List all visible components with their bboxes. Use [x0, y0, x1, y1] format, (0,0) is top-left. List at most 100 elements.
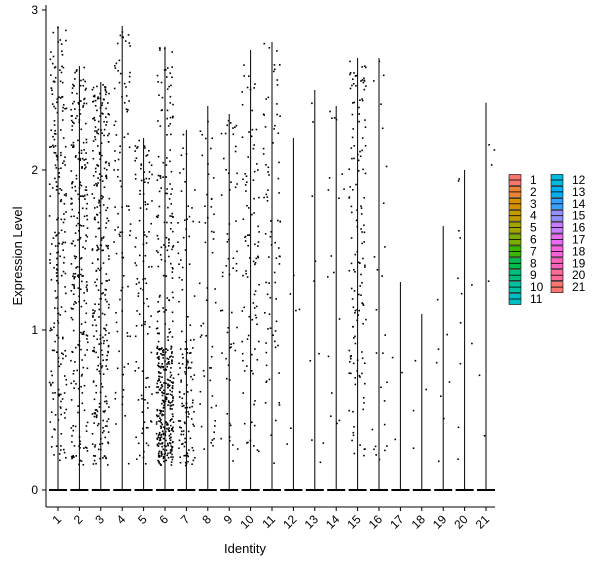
data-point — [171, 453, 173, 456]
data-point — [362, 257, 364, 260]
data-point — [84, 247, 86, 250]
data-point — [159, 439, 162, 441]
data-point — [172, 426, 174, 429]
data-point — [145, 282, 148, 284]
data-point — [63, 451, 66, 454]
data-point — [105, 273, 108, 275]
data-point — [158, 455, 161, 458]
data-point — [140, 179, 143, 182]
data-point — [212, 177, 215, 179]
data-point — [171, 351, 173, 353]
data-point — [203, 375, 206, 377]
data-point — [124, 415, 126, 417]
data-point — [94, 446, 96, 448]
x-tick-label: 6 — [156, 512, 171, 527]
data-point — [92, 381, 95, 383]
data-point — [54, 133, 57, 135]
data-point — [202, 322, 205, 325]
data-point — [166, 249, 169, 252]
data-point — [96, 85, 98, 88]
data-point — [187, 391, 189, 393]
data-point — [348, 409, 350, 412]
data-point — [146, 402, 149, 404]
data-point — [341, 173, 344, 175]
data-point — [327, 189, 330, 191]
data-point — [170, 193, 172, 195]
data-point — [172, 216, 174, 218]
data-point — [338, 419, 341, 422]
data-point — [254, 83, 256, 85]
data-point — [161, 413, 163, 415]
data-point — [169, 451, 172, 454]
data-point — [311, 195, 314, 197]
data-point — [157, 391, 159, 394]
data-point — [213, 431, 215, 433]
data-point — [79, 440, 81, 443]
data-point — [53, 105, 55, 108]
data-point — [351, 211, 353, 214]
data-point — [135, 325, 138, 327]
data-point — [361, 282, 363, 284]
data-point — [170, 456, 172, 458]
data-point — [50, 384, 52, 387]
data-point — [172, 404, 175, 406]
data-point — [102, 427, 104, 429]
data-point — [274, 330, 277, 332]
data-point — [253, 212, 255, 214]
data-point — [62, 119, 64, 121]
data-point — [241, 91, 243, 93]
data-point — [104, 294, 106, 296]
data-point — [83, 409, 86, 412]
data-point — [81, 157, 84, 160]
data-point — [108, 132, 110, 135]
data-point — [146, 154, 149, 156]
data-point — [80, 305, 83, 308]
data-point — [170, 170, 173, 173]
data-point — [49, 327, 52, 330]
data-point — [244, 236, 246, 239]
data-point — [199, 403, 201, 405]
data-point — [162, 366, 164, 369]
data-point — [81, 359, 83, 361]
data-point — [97, 289, 100, 291]
data-point — [168, 401, 170, 403]
data-point — [161, 399, 164, 402]
data-point — [184, 249, 187, 251]
data-point — [64, 107, 66, 110]
data-point — [373, 256, 376, 258]
legend-label-3: 3 — [530, 197, 537, 211]
data-point — [256, 163, 258, 165]
data-point — [99, 443, 101, 446]
data-point — [172, 246, 174, 248]
data-point — [162, 457, 165, 460]
data-point — [107, 431, 110, 433]
data-point — [166, 88, 169, 90]
data-point — [60, 229, 63, 232]
data-point — [71, 457, 73, 460]
data-point — [56, 334, 58, 337]
data-point — [147, 203, 149, 205]
data-point — [172, 296, 174, 299]
data-point — [70, 290, 73, 292]
data-point — [160, 436, 163, 438]
data-point — [72, 293, 75, 295]
data-point — [145, 242, 148, 244]
data-point — [251, 213, 253, 216]
data-point — [193, 338, 195, 341]
data-point — [159, 366, 162, 369]
data-point — [167, 393, 169, 395]
data-point — [183, 454, 185, 457]
data-point — [101, 282, 103, 285]
data-point — [171, 66, 173, 68]
data-point — [352, 78, 354, 80]
data-point — [198, 282, 201, 285]
data-point — [232, 444, 234, 446]
data-point — [436, 298, 439, 301]
data-point — [74, 71, 76, 74]
data-point — [165, 369, 167, 371]
data-point — [65, 29, 67, 32]
data-point — [148, 386, 151, 388]
data-point — [375, 309, 378, 311]
data-point — [184, 422, 186, 425]
data-point — [105, 365, 107, 367]
